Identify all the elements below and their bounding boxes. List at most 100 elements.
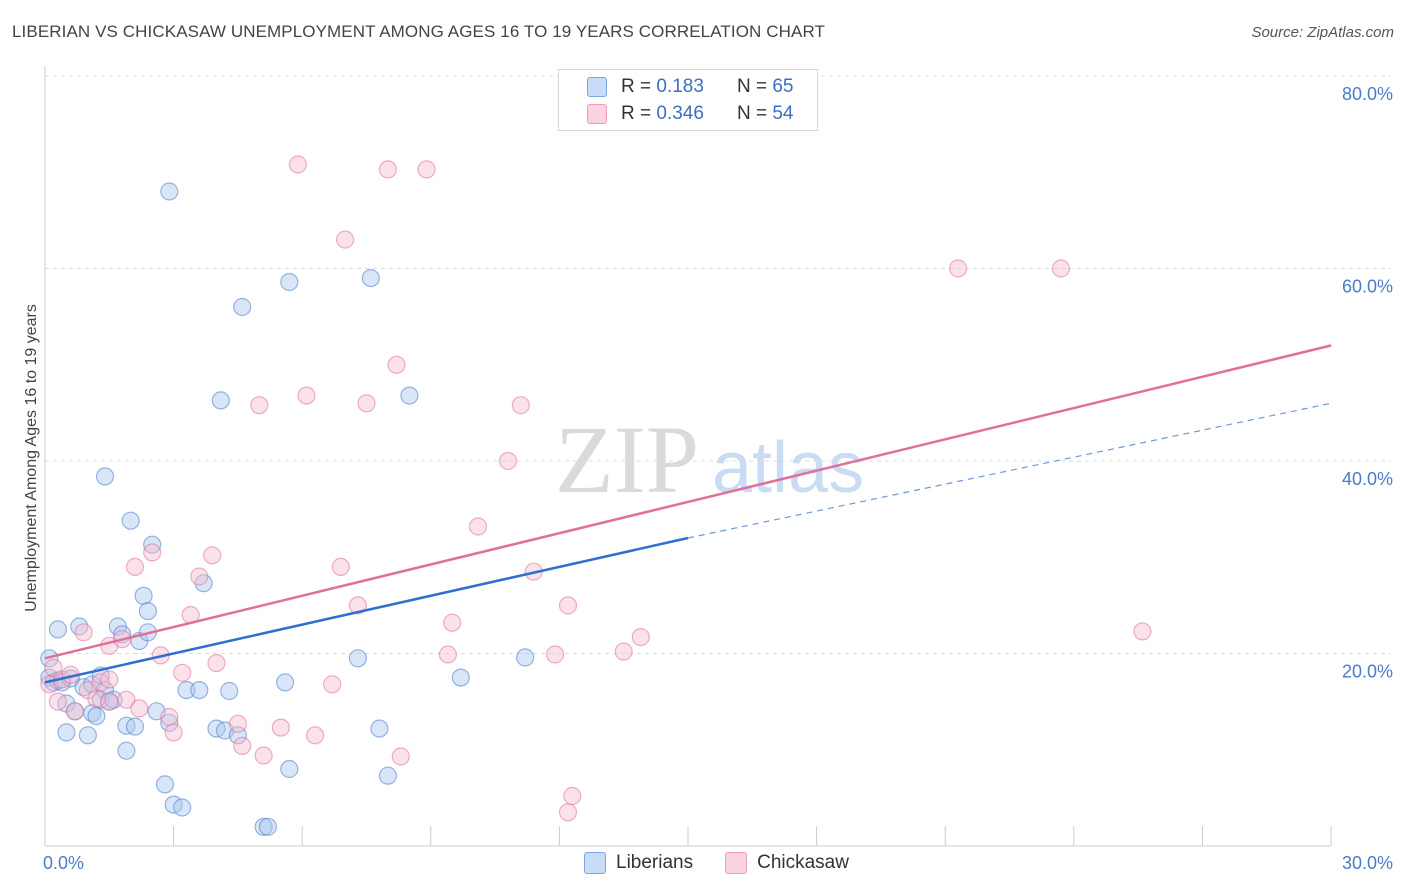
chickasaw-point: [74, 623, 93, 642]
chickasaw-point: [288, 155, 307, 174]
liberians-point: [160, 182, 179, 201]
legend-n-label: N =: [736, 76, 768, 97]
legend-n-label: N =: [736, 103, 768, 124]
chickasaw-point: [387, 355, 406, 374]
chickasaw-point: [117, 690, 136, 709]
liberians-point: [177, 680, 196, 700]
chickasaw-point: [207, 653, 226, 673]
y-tick-label: 60.0%: [1342, 277, 1393, 297]
chickasaw-point: [468, 517, 488, 536]
chickasaw-point: [173, 663, 192, 682]
chickasaw-point: [143, 543, 162, 562]
chickasaw-point: [190, 567, 209, 586]
liberians-point: [134, 586, 153, 605]
chickasaw-point: [130, 699, 149, 718]
axes: [44, 66, 1331, 847]
liberians-point: [451, 668, 470, 687]
chickasaw-point: [228, 714, 247, 733]
chickasaw-point: [48, 692, 68, 711]
chickasaw-point: [254, 746, 273, 765]
chickasaw-swatch: [725, 852, 748, 874]
liberians-point: [276, 673, 295, 692]
chickasaw-point: [336, 230, 355, 249]
chickasaw-point: [438, 645, 457, 664]
liberians-point: [87, 706, 106, 726]
liberians-point: [361, 269, 380, 288]
liberians-point: [280, 759, 299, 779]
liberians-point: [155, 775, 175, 794]
liberians-point: [515, 648, 535, 667]
watermark-zip: ZIP: [555, 406, 699, 513]
legend-swatch-liberians: [587, 77, 607, 97]
chart-title: LIBERIAN VS CHICKASAW UNEMPLOYMENT AMONG…: [12, 22, 825, 41]
liberians-point: [160, 713, 179, 732]
chickasaw-point: [631, 627, 650, 647]
liberians-point: [121, 511, 140, 530]
y-tick-label: 80.0%: [1342, 84, 1393, 104]
legend-r-label: R =: [621, 76, 652, 97]
legend-r-value: 0.183: [656, 76, 704, 97]
liberians-point: [48, 620, 68, 639]
chickasaw-point: [250, 396, 269, 415]
chickasaw-point: [417, 160, 436, 179]
liberians-point: [348, 649, 367, 668]
legend-item-liberians: Liberians: [584, 852, 693, 874]
chickasaw-point: [125, 557, 145, 577]
liberians-point: [233, 297, 252, 317]
chickasaw-point: [323, 675, 342, 694]
legend-r-label: R =: [621, 103, 652, 124]
liberians-label: Liberians: [616, 852, 694, 873]
grid-lines: [45, 75, 1391, 846]
chickasaw-point: [65, 702, 85, 721]
chickasaw-point: [271, 718, 290, 737]
chickasaw-point: [948, 259, 968, 278]
chickasaw-point: [443, 613, 462, 632]
legend-n-value: 65: [772, 76, 794, 97]
legend-row-liberians: R = 0.183 N = 65: [587, 75, 793, 99]
legend-row-chickasaw: R = 0.346 N = 54: [587, 102, 793, 126]
series-legend: Liberians Chickasaw: [584, 852, 881, 874]
chickasaw-point: [1051, 259, 1071, 278]
y-tick-label: 20.0%: [1342, 662, 1393, 682]
chickasaw-point: [563, 786, 582, 806]
chickasaw-point: [558, 803, 578, 822]
chickasaw-point: [297, 386, 316, 405]
chickasaw-point: [391, 747, 410, 766]
chickasaw-point: [306, 726, 325, 745]
chickasaw-point: [1133, 622, 1152, 641]
chickasaw-point: [558, 596, 578, 615]
liberians-point: [78, 726, 98, 745]
chickasaw-point: [348, 596, 367, 615]
chickasaw-point: [100, 670, 119, 689]
liberians-swatch: [584, 852, 606, 874]
legend-swatch-chickasaw: [587, 104, 607, 124]
chickasaw-point: [511, 396, 530, 415]
legend-item-chickasaw: Chickasaw: [725, 852, 849, 874]
chickasaw-point: [203, 546, 222, 565]
liberians-point: [211, 391, 230, 410]
liberians-point: [254, 817, 273, 836]
chickasaw-point: [331, 557, 350, 577]
liberians-point: [370, 719, 389, 738]
liberians-point: [95, 467, 115, 486]
chickasaw-point: [160, 707, 179, 727]
chickasaw-point: [357, 394, 376, 413]
chickasaw-point: [614, 642, 633, 661]
liberians-point: [258, 817, 277, 836]
chart-source: Source: ZipAtlas.com: [1251, 24, 1394, 41]
watermark: ZIP atlas: [555, 406, 864, 513]
liberians-point: [57, 723, 76, 742]
chickasaw-point: [498, 451, 518, 471]
chickasaw-point: [100, 692, 119, 711]
liberians-point: [117, 741, 136, 760]
watermark-atlas: atlas: [712, 428, 864, 508]
stats-legend: R = 0.183 N = 65 R = 0.346 N = 54: [558, 69, 818, 131]
liberians-point: [190, 680, 209, 700]
trend-lines: [44, 344, 1332, 684]
liberians-point: [220, 681, 239, 701]
liberians-point: [400, 386, 419, 405]
y-tick-label: 40.0%: [1342, 469, 1393, 489]
tick-labels: 20.0% 40.0% 60.0% 80.0% 0.0% 30.0%: [43, 84, 1393, 873]
chickasaw-trend-line: [44, 344, 1332, 660]
